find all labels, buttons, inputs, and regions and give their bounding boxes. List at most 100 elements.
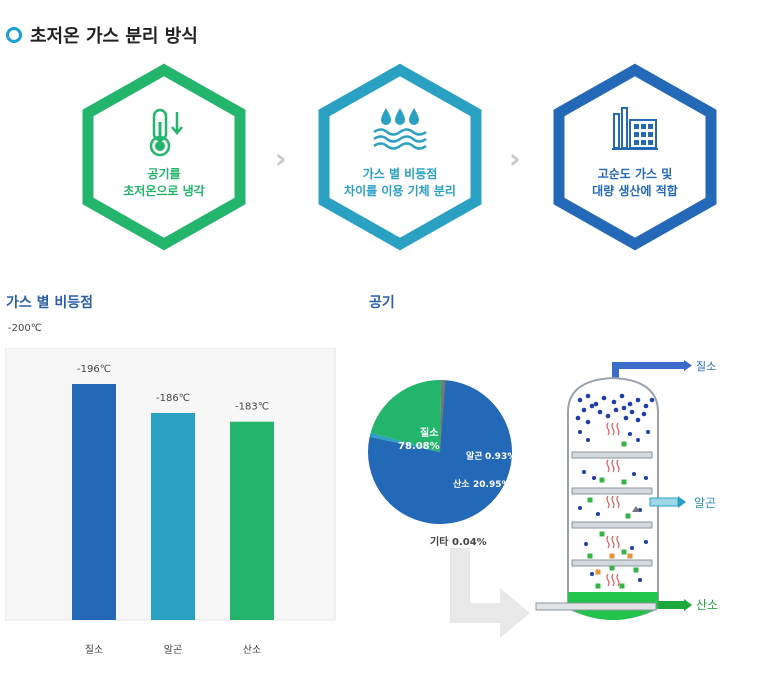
pie-label-argon-name: 알곤 xyxy=(466,450,483,462)
nitrogen-molecule xyxy=(585,419,591,425)
nitrogen-molecule xyxy=(589,403,595,409)
nitrogen-molecule xyxy=(605,413,611,419)
section-header: 초저온 가스 분리 방식 xyxy=(6,22,198,48)
nitrogen-molecule xyxy=(611,399,617,405)
nitrogen-molecule xyxy=(585,393,591,399)
tray-3 xyxy=(571,521,653,529)
oxygen-molecule xyxy=(621,549,627,555)
argon-outlet-pipe xyxy=(649,497,679,507)
nitrogen-outlet-pipe xyxy=(612,362,619,384)
bar-0 xyxy=(72,384,116,620)
oxygen-molecule xyxy=(619,583,625,589)
nitrogen-molecule xyxy=(629,409,635,415)
oxygen-arrow-icon xyxy=(684,599,692,611)
pie-label-nitrogen-name: 질소 xyxy=(420,427,438,439)
pie-label-oxygen-name: 산소 xyxy=(453,478,470,490)
hexagon-frame xyxy=(553,63,717,251)
bar-value-label: -186℃ xyxy=(156,393,190,404)
nitrogen-molecule xyxy=(613,407,619,413)
step-caption: 가스 별 비등점 차이를 이용 기체 분리 xyxy=(316,166,484,200)
caption-line1: 고순도 가스 및 xyxy=(597,167,673,181)
hexagon-frame xyxy=(318,63,482,251)
nitrogen-molecule xyxy=(597,409,603,415)
nitrogen-molecule xyxy=(575,415,581,421)
bar-2 xyxy=(230,421,274,620)
nitrogen-molecule xyxy=(644,540,648,544)
boiling-point-heading: 가스 별 비등점 xyxy=(6,295,94,311)
nitrogen-molecule xyxy=(630,546,634,550)
nitrogen-molecule xyxy=(649,397,655,403)
thermometer-icon xyxy=(80,106,248,158)
y-axis-label: -200℃ xyxy=(8,323,42,334)
x-tick-label: 질소 xyxy=(85,644,103,656)
oxygen-output-label: 산소 xyxy=(696,598,718,612)
step-separation: 가스 별 비등점 차이를 이용 기체 분리 xyxy=(316,62,484,252)
tray-4 xyxy=(571,559,653,567)
nitrogen-arrow-icon xyxy=(684,360,692,371)
nitrogen-molecule xyxy=(635,397,641,403)
nitrogen-molecule xyxy=(638,578,642,582)
nitrogen-molecule xyxy=(641,411,647,417)
hexagon-frame xyxy=(82,63,246,251)
oxygen-molecule xyxy=(633,567,639,573)
bullet-icon xyxy=(6,27,22,43)
air-heading: 공기 xyxy=(369,295,395,311)
nitrogen-molecule xyxy=(578,430,582,434)
nitrogen-molecule xyxy=(586,438,590,442)
step-production: 고순도 가스 및 대량 생산에 적합 xyxy=(551,62,719,252)
nitrogen-molecule xyxy=(593,401,599,407)
caption-line2: 대량 생산에 적합 xyxy=(592,184,678,198)
pie-label-nitrogen-value: 78.08% xyxy=(398,441,440,452)
oxygen-molecule xyxy=(625,513,631,519)
nitrogen-molecule xyxy=(592,476,596,480)
nitrogen-molecule xyxy=(577,397,583,403)
oxygen-molecule xyxy=(587,553,593,559)
oxygen-molecule xyxy=(609,565,615,571)
argon-molecule xyxy=(627,553,633,559)
oxygen-molecule xyxy=(621,479,627,485)
oxygen-molecule xyxy=(595,583,601,589)
nitrogen-molecule xyxy=(623,415,629,421)
boiling-point-chart: -196℃ 질소 -186℃ 알곤 -183℃ 산소 xyxy=(5,348,336,656)
nitrogen-molecule xyxy=(578,506,582,510)
nitrogen-molecule xyxy=(590,572,594,576)
nitrogen-molecule xyxy=(584,542,588,546)
oxygen-molecule xyxy=(599,477,605,483)
nitrogen-molecule xyxy=(628,432,632,436)
nitrogen-molecule xyxy=(619,393,625,399)
oxygen-molecule xyxy=(587,497,593,503)
argon-arrow-icon xyxy=(678,496,686,508)
pie-label-other-name: 기타 xyxy=(430,535,449,548)
nitrogen-molecule xyxy=(636,438,640,442)
nitrogen-molecule xyxy=(643,403,649,409)
bar-value-label: -183℃ xyxy=(235,402,269,413)
caption-line2: 초저온으로 냉각 xyxy=(123,184,205,198)
tray-1 xyxy=(571,451,653,459)
feed-pipe xyxy=(535,602,657,611)
bar-value-label: -196℃ xyxy=(77,364,111,375)
nitrogen-molecule xyxy=(632,472,636,476)
pie-slice-0 xyxy=(368,380,512,524)
oxygen-molecule xyxy=(599,531,605,537)
x-tick-label: 알곤 xyxy=(164,644,182,656)
water-drops-icon xyxy=(316,106,484,152)
nitrogen-molecule xyxy=(621,405,627,411)
chevron-right-icon: › xyxy=(509,142,521,175)
oxygen-outlet-pipe xyxy=(658,601,684,609)
argon-molecule xyxy=(595,569,601,575)
caption-line2: 차이를 이용 기체 분리 xyxy=(344,184,456,198)
pie-slice-3 xyxy=(440,380,446,452)
argon-molecule xyxy=(609,553,615,559)
step-caption: 고순도 가스 및 대량 생산에 적합 xyxy=(551,166,719,200)
nitrogen-pipe-horizontal xyxy=(612,362,684,369)
nitrogen-molecule xyxy=(581,407,587,413)
argon-output-label: 알곤 xyxy=(694,496,716,510)
nitrogen-output-label: 질소 xyxy=(696,360,716,373)
air-composition-pie: 질소 78.08% 알곤 0.93% 산소 20.95% 기타 0.04% xyxy=(368,370,568,554)
valve-icon xyxy=(632,506,640,512)
x-tick-label: 산소 xyxy=(243,644,261,656)
tray-2 xyxy=(571,487,653,495)
bar-1 xyxy=(151,413,195,620)
pie-label-other-value: 0.04% xyxy=(452,537,487,548)
nitrogen-molecule xyxy=(627,401,633,407)
